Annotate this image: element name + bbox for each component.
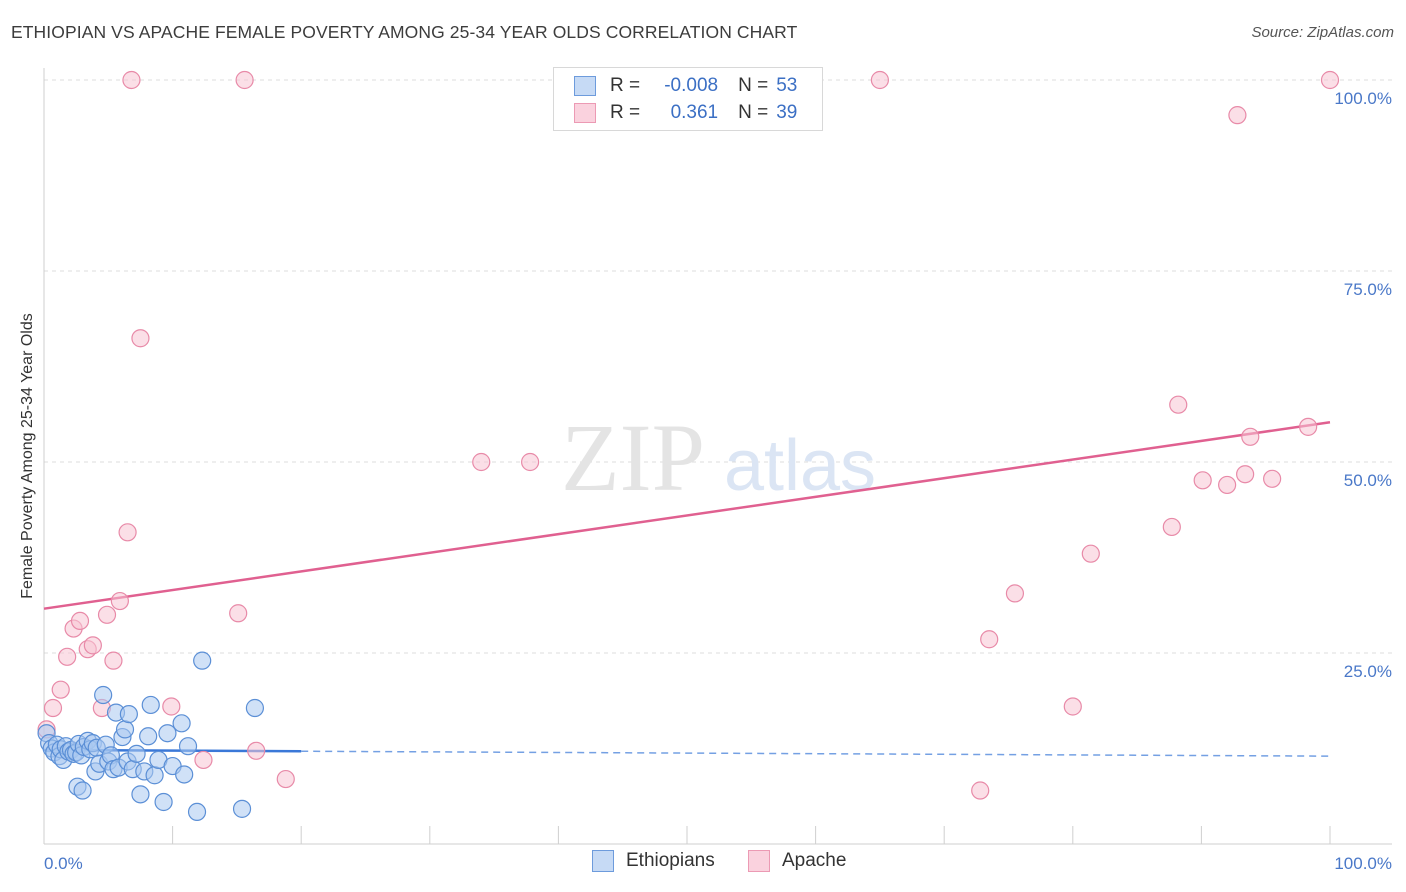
point-apache <box>1193 471 1212 490</box>
legend-r-label: R = <box>610 75 641 96</box>
point-ethiopians <box>175 765 194 784</box>
point-ethiopians <box>187 802 207 822</box>
point-apache <box>229 604 248 623</box>
x-tick-label: 0.0% <box>44 854 83 873</box>
chart-title: ETHIOPIAN VS APACHE FEMALE POVERTY AMONG… <box>11 22 798 42</box>
legend-swatch-ethiopians <box>574 76 596 96</box>
point-ethiopians <box>119 705 138 724</box>
x-tick-label: 100.0% <box>1334 854 1392 873</box>
source-label: Source: ZipAtlas.com <box>1251 24 1394 41</box>
point-apache <box>1299 417 1318 436</box>
series-swatch-ethiopians <box>592 850 614 872</box>
point-apache <box>1263 469 1282 488</box>
correlation-legend: R = -0.008 N = 53 R = 0.361 N = 39 <box>553 67 823 131</box>
point-apache <box>247 741 266 760</box>
point-ethiopians <box>245 698 265 718</box>
point-apache <box>1169 395 1188 414</box>
point-ethiopians <box>158 724 177 743</box>
point-apache <box>472 452 491 472</box>
point-ethiopians <box>193 651 212 670</box>
point-apache <box>51 680 70 699</box>
point-ethiopians <box>73 781 92 800</box>
legend-r-value: -0.008 <box>664 75 719 96</box>
point-apache <box>521 452 540 472</box>
point-apache <box>83 636 102 655</box>
point-ethiopians <box>145 766 164 785</box>
y-tick-label: 25.0% <box>1344 662 1392 681</box>
point-apache <box>97 605 117 624</box>
point-apache <box>1236 465 1255 484</box>
series-legend-apache: Apache <box>748 850 846 872</box>
series-legend-label: Apache <box>782 850 847 871</box>
y-tick-label: 75.0% <box>1344 280 1392 299</box>
legend-r-value: 0.361 <box>670 102 719 123</box>
y-tick-label: 50.0% <box>1344 471 1392 490</box>
series-legend-label: Ethiopians <box>626 850 715 871</box>
point-apache <box>1063 697 1082 716</box>
watermark-zip: ZIP <box>561 404 705 511</box>
series-legend-ethiopians: Ethiopians <box>592 850 715 872</box>
point-ethiopians <box>154 792 173 812</box>
point-apache <box>1081 544 1100 563</box>
trend-line-ethiopians-extension <box>301 750 1331 757</box>
point-apache <box>235 70 254 90</box>
point-apache <box>1162 517 1181 537</box>
point-apache <box>110 591 129 611</box>
watermark-atlas: atlas <box>724 426 876 506</box>
point-apache <box>1005 584 1025 603</box>
trend-line-apache <box>43 421 1331 610</box>
legend-row-apache: R = 0.361 N = 39 <box>574 100 797 126</box>
point-apache <box>131 329 150 348</box>
axes <box>43 68 1392 845</box>
point-ethiopians <box>115 720 135 739</box>
legend-n-value: 53 <box>776 75 798 96</box>
point-apache <box>1320 70 1340 90</box>
grid-lines <box>44 79 1392 654</box>
point-ethiopians <box>141 695 160 715</box>
point-apache <box>971 781 990 800</box>
point-ethiopians <box>172 714 191 733</box>
point-apache <box>104 651 123 670</box>
series-swatch-apache <box>748 850 770 872</box>
point-ethiopians <box>178 737 198 756</box>
point-apache <box>1228 106 1247 125</box>
legend-n-value: 39 <box>776 102 798 123</box>
point-apache <box>122 70 141 90</box>
legend-n-label: N = <box>738 102 769 123</box>
point-ethiopians <box>127 744 146 763</box>
point-apache <box>58 647 77 666</box>
point-apache <box>276 769 295 789</box>
legend-row-ethiopians: R = -0.008 N = 53 <box>574 73 797 99</box>
legend-r-label: R = <box>610 102 641 123</box>
y-tick-label: 100.0% <box>1334 89 1392 108</box>
point-apache <box>870 70 890 90</box>
point-apache <box>194 750 213 770</box>
point-apache <box>162 697 181 716</box>
point-apache <box>1241 427 1260 446</box>
data-points <box>37 70 1340 822</box>
point-ethiopians <box>94 685 113 705</box>
point-apache <box>980 630 999 649</box>
point-apache <box>118 523 137 542</box>
tick-labels: 25.0% 50.0% 75.0% 100.0% 0.0% 100.0% <box>44 89 1392 873</box>
series-legend: Ethiopians Apache <box>0 850 1406 878</box>
point-ethiopians <box>131 785 150 804</box>
legend-swatch-apache <box>574 103 596 123</box>
point-ethiopians <box>232 799 252 818</box>
point-apache <box>1218 475 1237 495</box>
point-apache <box>43 698 63 718</box>
point-apache <box>70 611 90 631</box>
legend-n-label: N = <box>738 75 769 96</box>
point-ethiopians <box>139 727 158 746</box>
